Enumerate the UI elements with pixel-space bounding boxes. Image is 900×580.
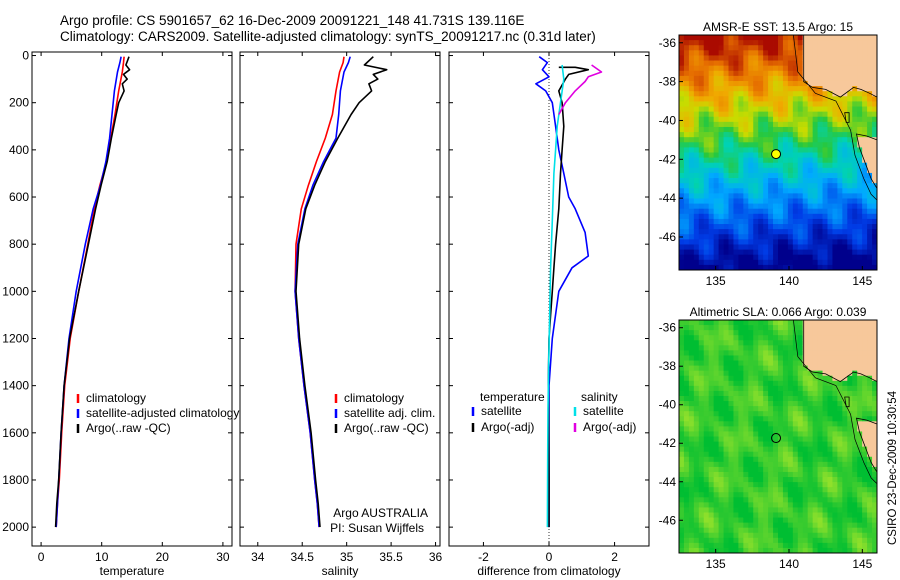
depth-tick-label: 1400 — [2, 379, 29, 393]
coastline-tasmania — [855, 417, 877, 473]
map-xtick-label: 140 — [779, 274, 799, 288]
temperature-xtick-label: 20 — [156, 550, 170, 564]
map-xtick-label: 145 — [852, 557, 872, 571]
map-ytick-label: -42 — [659, 436, 677, 450]
salinity-xtick-label: 34 — [251, 550, 265, 564]
temperature-xtick-label: 30 — [216, 550, 230, 564]
difference-xtick-label: 0 — [546, 550, 553, 564]
salinity-legend-label: climatology — [344, 391, 404, 405]
depth-tick-label: 400 — [9, 143, 29, 157]
legend-title-salinity: salinity — [581, 390, 618, 404]
sst-map-title: AMSR-E SST: 13.5 Argo: 15 — [702, 20, 854, 34]
difference-legend-label: satellite — [481, 404, 522, 418]
salinity-xtick-label: 35.5 — [379, 550, 403, 564]
salinity-xlabel: salinity — [322, 564, 359, 578]
salinity-series-1 — [294, 56, 351, 528]
map-ytick-label: -46 — [659, 513, 677, 527]
difference-xtick-label: -2 — [478, 550, 489, 564]
temperature-legend-label: climatology — [86, 391, 146, 405]
salinity-xtick-label: 35 — [340, 550, 354, 564]
map-xtick-label: 140 — [779, 557, 799, 571]
temperature-legend-label: Argo(..raw -QC) — [86, 421, 171, 435]
argo-program-label: Argo AUSTRALIA — [333, 506, 428, 520]
salinity-axes-box — [239, 51, 441, 547]
temperature-series-2 — [54, 56, 131, 528]
map-ytick-label: -38 — [659, 75, 677, 89]
difference-legend-label: satellite — [583, 404, 624, 418]
difference-xlabel: difference from climatology — [477, 564, 620, 578]
temperature-xlabel: temperature — [100, 564, 165, 578]
map-ytick-label: -36 — [659, 36, 677, 50]
depth-tick-label: 1800 — [2, 473, 29, 487]
salinity-legend-label: Argo(..raw -QC) — [344, 421, 429, 435]
difference-series-3 — [558, 64, 603, 115]
map-ytick-label: -46 — [659, 230, 677, 244]
map-ytick-label: -36 — [659, 321, 677, 335]
temperature-axes-box — [31, 51, 233, 547]
difference-series-0 — [535, 56, 590, 528]
sst_map: 135 140 145 -36 -38 -40 -42 -44 -46 — [659, 34, 878, 288]
map-ytick-label: -44 — [659, 191, 677, 205]
sla-map-title: Altimetric SLA: 0.066 Argo: 0.039 — [689, 305, 867, 319]
depth-tick-label: 1200 — [2, 331, 29, 345]
sla_map-frame — [678, 319, 878, 554]
difference-legend-label: Argo(-adj) — [481, 420, 534, 434]
salinity-panel: 34 34.5 35 35.5 36 salinity climatologysatelli… — [239, 51, 443, 578]
coastline-island — [844, 112, 850, 123]
depth-tick-label: 800 — [9, 237, 29, 251]
sst_map-grid-cells — [679, 35, 878, 271]
sla_map: 135 140 145 -36 -38 -40 -42 -44 -46 — [659, 319, 878, 571]
temperature-panel: 0 10 20 30 0 200 400 600 800 1000 1200 1400 1600 1800… — [2, 49, 239, 578]
shelf-contour — [793, 320, 877, 484]
coastline-island — [844, 396, 850, 408]
figure-title-line1: Argo profile: CS 5901657_62 16-Dec-2009 … — [60, 13, 525, 28]
depth-tick-label: 0 — [22, 49, 29, 63]
salinity-xtick-label: 34.5 — [291, 550, 315, 564]
map-ytick-label: -38 — [659, 359, 677, 373]
temperature-xtick-label: 0 — [38, 550, 45, 564]
shelf-contour — [793, 35, 877, 201]
depth-tick-label: 2000 — [2, 520, 29, 534]
coastline-mainland — [803, 35, 877, 98]
coastline-mainland — [803, 320, 877, 383]
map-xtick-label: 135 — [706, 557, 726, 571]
salinity-xtick-label: 36 — [429, 550, 443, 564]
difference-xtick-label: 2 — [611, 550, 618, 564]
map-ytick-label: -40 — [659, 398, 677, 412]
temperature-legend-label: satellite-adjusted climatology — [86, 406, 239, 420]
map-ytick-label: -42 — [659, 152, 677, 166]
argo-float-marker — [771, 149, 782, 160]
coastline-tasmania — [855, 133, 877, 190]
depth-tick-label: 200 — [9, 96, 29, 110]
map-xtick-label: 135 — [706, 274, 726, 288]
difference-series-2 — [546, 64, 565, 528]
map-ytick-label: -40 — [659, 113, 677, 127]
figure-title-line2: Climatology: CARS2009. Satellite-adjuste… — [60, 29, 596, 44]
temperature-xtick-label: 10 — [95, 550, 109, 564]
depth-tick-label: 1600 — [2, 426, 29, 440]
map-ytick-label: -44 — [659, 475, 677, 489]
difference-legend-label: Argo(-adj) — [583, 420, 636, 434]
sla_map-grid-cells — [679, 320, 878, 554]
principal-investigator-label: PI: Susan Wijffels — [330, 521, 424, 535]
argo-float-marker — [771, 433, 782, 444]
map-xtick-label: 145 — [852, 274, 872, 288]
salinity-series-2 — [295, 56, 388, 528]
sst_map-frame — [678, 34, 878, 271]
depth-tick-label: 600 — [9, 190, 29, 204]
depth-tick-label: 1000 — [2, 284, 29, 298]
salinity-legend-label: satellite adj. clim. — [344, 406, 435, 420]
legend-title-temperature: temperature — [480, 390, 545, 404]
